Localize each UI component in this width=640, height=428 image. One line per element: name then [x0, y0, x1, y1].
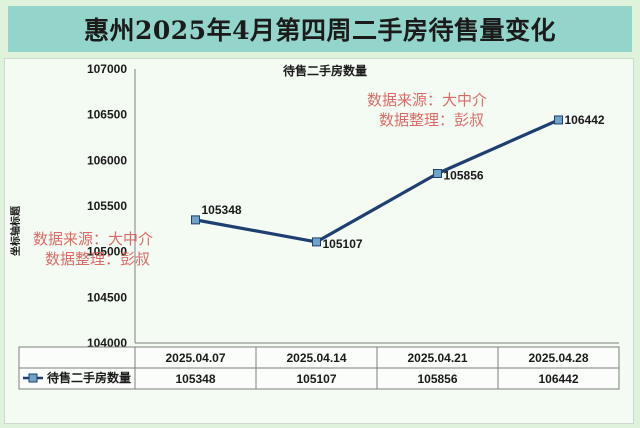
y-tick-label: 104500 [87, 290, 127, 304]
data-point-marker [433, 168, 442, 178]
watermark-author-text: 数据整理：彭叔 [379, 111, 484, 129]
data-table-value: 105856 [417, 372, 457, 386]
data-point-marker [312, 237, 321, 247]
x-category-label: 2025.04.14 [286, 351, 346, 365]
page-title: 惠州2025年4月第四周二手房待售量变化 [84, 16, 556, 45]
data-table-value: 106442 [538, 372, 578, 386]
chart-title: 待售二手房数量 [283, 63, 367, 78]
watermark-bottom-left: 数据来源：大中介 数据整理：彭叔 [33, 230, 153, 268]
watermark-source-text: 数据来源：大中介 [33, 230, 153, 248]
watermark-source-text: 数据来源：大中介 [367, 91, 487, 109]
data-point-marker [191, 215, 200, 225]
data-label: 105856 [444, 168, 484, 182]
data-label: 105107 [323, 237, 363, 251]
data-table: 2025.04.07 2025.04.14 2025.04.21 2025.04.28… [18, 346, 620, 390]
y-tick-label: 106000 [87, 153, 127, 167]
x-category-label: 2025.04.21 [407, 351, 467, 365]
chart-card: 待售二手房数量 坐标轴标题 107000 106500 106000 105500 10… [4, 58, 634, 424]
y-tick-label: 105500 [87, 199, 127, 213]
data-label: 106442 [565, 113, 605, 127]
watermark-author-text: 数据整理：彭叔 [45, 250, 150, 268]
data-labels: 105348 105107 105856 106442 [202, 113, 605, 251]
data-label: 105348 [202, 203, 242, 217]
series-line [195, 118, 560, 244]
legend-series-name: 待售二手房数量 [47, 370, 131, 385]
y-tick-label: 106500 [87, 108, 127, 122]
y-tick-label: 105000 [87, 245, 127, 259]
y-tick-label: 107000 [87, 62, 127, 76]
title-banner: 惠州2025年4月第四周二手房待售量变化 [8, 6, 632, 52]
data-table-values: 105348 105107 105856 106442 [175, 372, 578, 386]
legend-marker [28, 373, 38, 383]
x-category-label: 2025.04.07 [165, 351, 225, 365]
watermark-top-right: 数据来源：大中介 数据整理：彭叔 [367, 91, 487, 129]
line-chart: 待售二手房数量 坐标轴标题 107000 106500 106000 105500 10… [9, 62, 620, 390]
data-table-headers: 2025.04.07 2025.04.14 2025.04.21 2025.04.28 [165, 351, 588, 365]
y-tick-labels: 1070001065001060001055001050001045001040… [87, 62, 127, 350]
y-axis-title: 坐标轴标题 [9, 205, 22, 256]
x-category-label: 2025.04.28 [528, 351, 588, 365]
series-layer [191, 115, 563, 247]
data-table-value: 105107 [296, 372, 336, 386]
data-table-value: 105348 [175, 372, 215, 386]
data-point-marker [554, 115, 563, 125]
